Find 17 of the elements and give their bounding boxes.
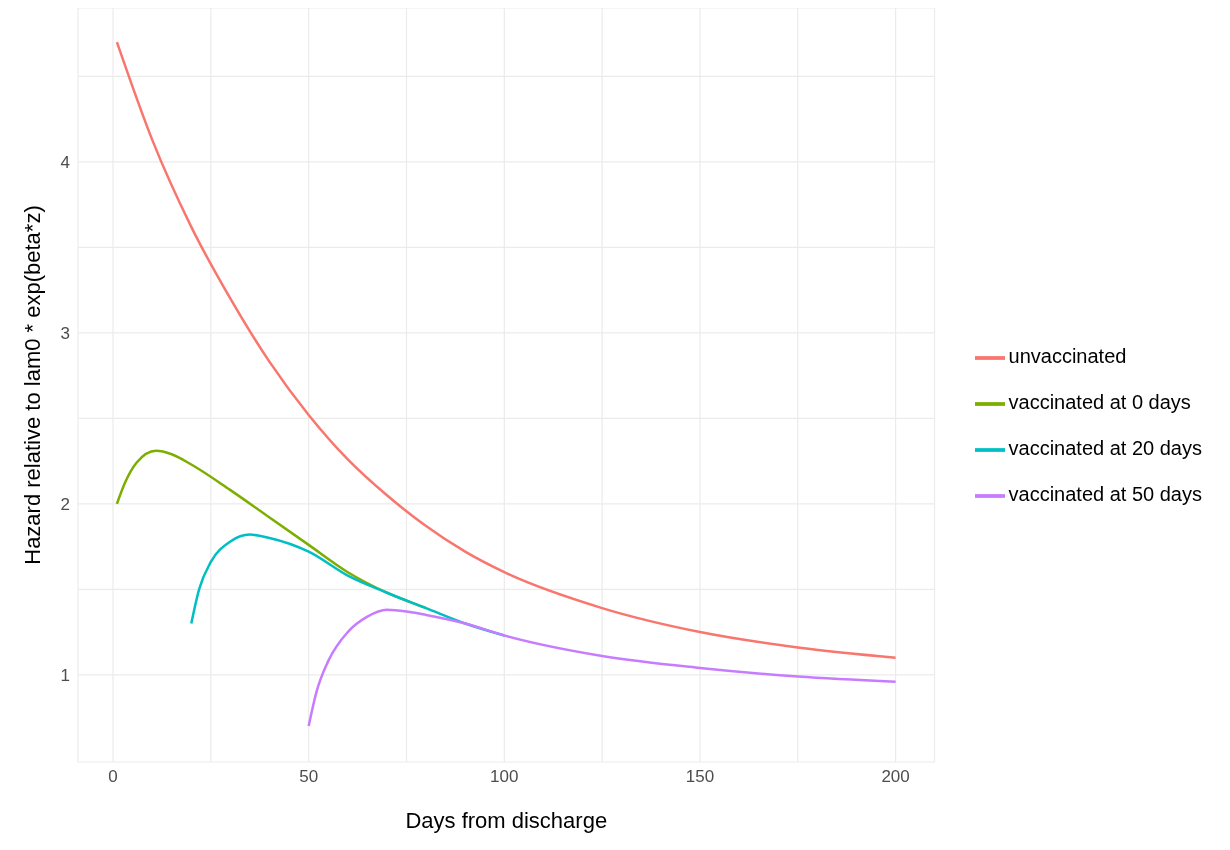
- x-axis-title: Days from discharge: [405, 807, 608, 833]
- y-axis-title: Hazard relative to lam0 * exp(beta*z): [19, 205, 45, 565]
- legend-label: unvaccinated: [1008, 345, 1127, 367]
- x-tick-label: 200: [881, 767, 910, 787]
- y-tick-label: 2: [60, 494, 70, 514]
- legend-label: vaccinated at 50 days: [1008, 483, 1202, 505]
- x-tick-label: 0: [108, 767, 118, 787]
- line-series: [115, 40, 897, 659]
- legend-label: vaccinated at 20 days: [1008, 437, 1202, 459]
- x-tick-label: 150: [685, 767, 715, 787]
- line-series: [307, 608, 897, 728]
- y-tick-label: 3: [60, 323, 70, 343]
- x-tick-label: 100: [490, 767, 519, 787]
- y-tick-label: 4: [60, 152, 70, 172]
- legend-label: vaccinated at 0 days: [1008, 391, 1191, 413]
- y-tick-label: 1: [60, 665, 70, 685]
- x-tick-label: 50: [299, 767, 319, 787]
